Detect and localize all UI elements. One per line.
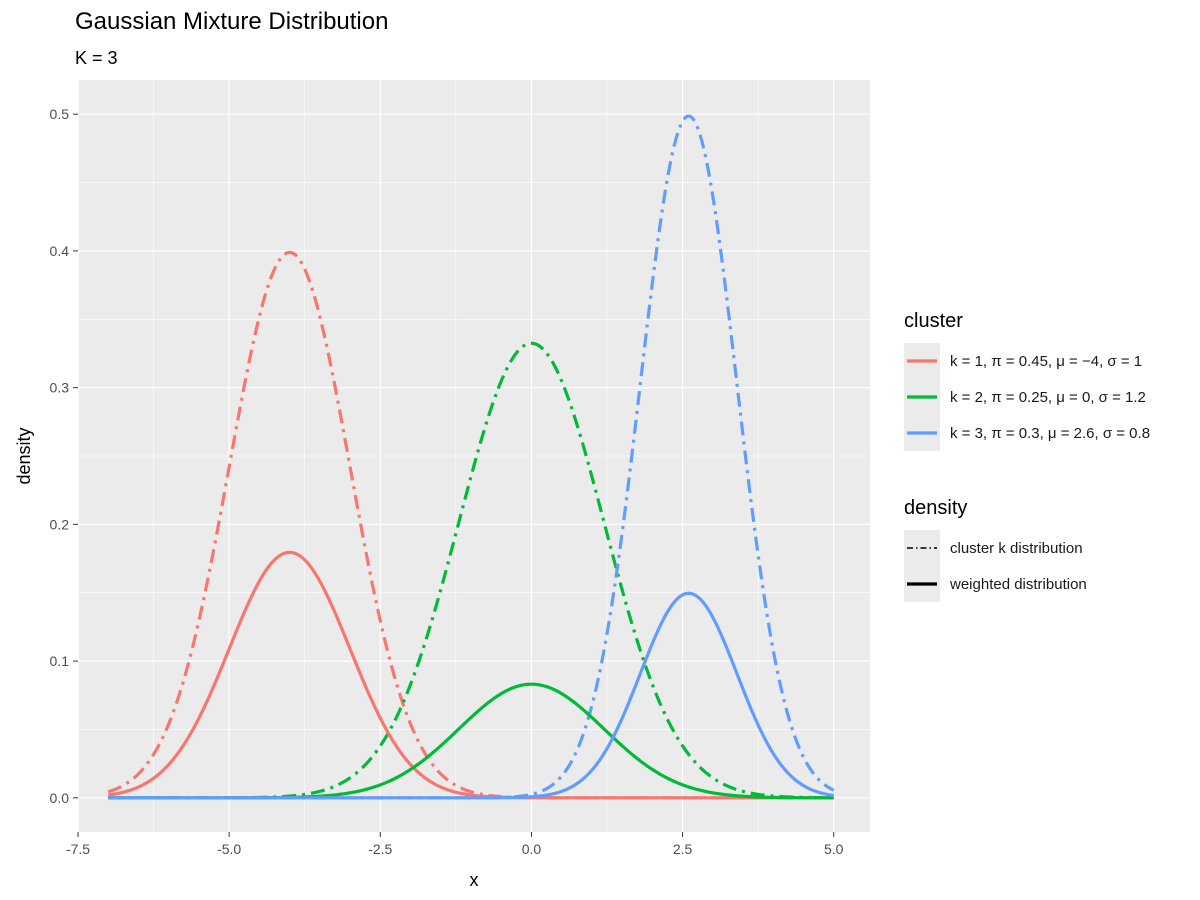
y-tick-label: 0.4	[50, 243, 70, 259]
cluster-legend-item: k = 1, π = 0.45, μ = −4, σ = 1	[904, 343, 1150, 379]
series-layer	[107, 114, 835, 800]
axis-ticks: -7.5 -5.0 -2.5 0.0 2.5 5.0 0.0 0.1 0.2 0.3 0.4 0.5	[50, 106, 844, 857]
y-tick-label: 0.2	[50, 516, 70, 532]
x-axis-title: x	[470, 870, 479, 890]
cluster-legend: cluster k = 1, π = 0.45, μ = −4, σ = 1 k …	[904, 310, 1150, 451]
density-legend-label: cluster k distribution	[950, 539, 1083, 557]
grid-minor	[78, 80, 870, 832]
x-tick-label: -7.5	[66, 841, 90, 857]
legend-key	[904, 530, 940, 566]
y-tick-label: 0.5	[50, 106, 70, 122]
legend-key	[904, 415, 940, 451]
x-tick-label: 5.0	[824, 841, 844, 857]
x-tick-label: -5.0	[217, 841, 241, 857]
y-tick-label: 0.1	[50, 653, 70, 669]
density-legend-label: weighted distribution	[950, 575, 1087, 593]
cluster-legend-label: k = 3, π = 0.3, μ = 2.6, σ = 0.8	[950, 424, 1151, 442]
x-tick-label: 0.0	[522, 841, 542, 857]
y-axis-title: density	[14, 427, 34, 484]
density-legend-item: cluster k distribution	[904, 530, 1087, 566]
cluster-1-weighted-line	[108, 550, 834, 800]
x-tick-label: -2.5	[368, 841, 392, 857]
x-tick-label: 2.5	[673, 841, 693, 857]
chart-title: Gaussian Mixture Distribution	[75, 8, 389, 35]
cluster-legend-title: cluster	[904, 310, 963, 332]
y-tick-label: 0.3	[50, 380, 70, 396]
legend-key	[904, 379, 940, 415]
legend-key	[904, 343, 940, 379]
density-legend-title: density	[904, 497, 968, 519]
density-legend-item: weighted distribution	[904, 566, 1087, 602]
cluster-legend-item: k = 3, π = 0.3, μ = 2.6, σ = 0.8	[904, 415, 1150, 451]
cluster-3-weighted-line	[108, 591, 834, 800]
cluster-legend-label: k = 1, π = 0.45, μ = −4, σ = 1	[950, 352, 1143, 370]
cluster-legend-label: k = 2, π = 0.25, μ = 0, σ = 1.2	[950, 388, 1146, 406]
legend-key	[904, 566, 940, 602]
cluster-legend-item: k = 2, π = 0.25, μ = 0, σ = 1.2	[904, 379, 1150, 415]
chart-subtitle: K = 3	[75, 48, 118, 68]
density-legend: density cluster k distribution weighted d…	[904, 497, 1087, 602]
y-tick-label: 0.0	[50, 790, 70, 806]
